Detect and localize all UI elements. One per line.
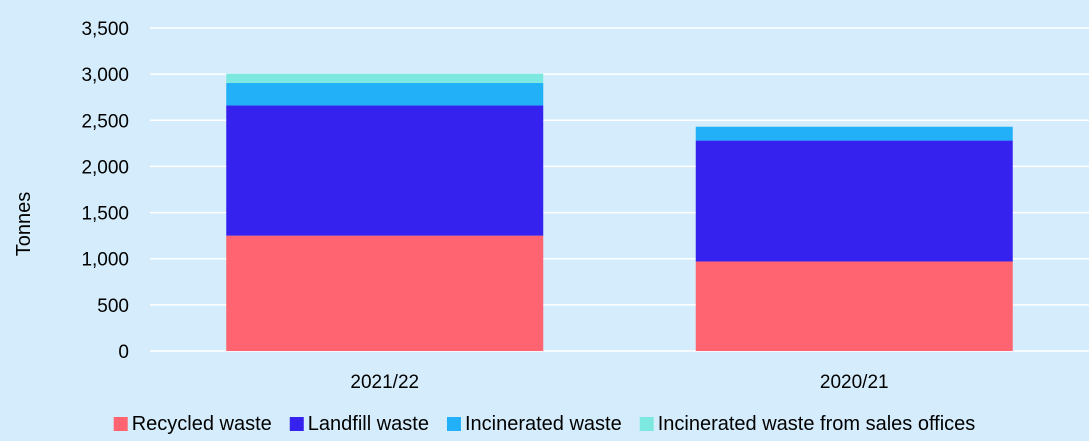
y-tick-label: 1,500 bbox=[81, 204, 129, 225]
bar-segment bbox=[226, 82, 544, 106]
legend-label: Landfill waste bbox=[308, 413, 429, 435]
y-axis-title: Tonnes bbox=[13, 192, 35, 257]
legend-label: Incinerated waste from sales offices bbox=[658, 413, 976, 435]
legend-item: Incinerated waste from sales offices bbox=[639, 413, 976, 435]
bar-segment bbox=[695, 261, 1013, 351]
bar-segment bbox=[226, 105, 544, 236]
legend-item: Recycled waste bbox=[113, 413, 272, 435]
y-axis-ticks: 0 500 1,000 1,500 2,000 2,500 3,000 3,500 bbox=[81, 19, 129, 363]
y-tick-label: 2,000 bbox=[81, 157, 129, 178]
y-tick-label: 3,000 bbox=[81, 65, 129, 86]
y-tick-label: 0 bbox=[118, 342, 129, 363]
bar-segment bbox=[695, 126, 1013, 141]
legend-label: Recycled waste bbox=[132, 413, 272, 435]
legend-swatch bbox=[113, 417, 128, 431]
y-tick-label: 1,000 bbox=[81, 250, 129, 271]
legend-label: Incinerated waste bbox=[465, 413, 622, 435]
x-category-label: 2020/21 bbox=[820, 372, 889, 393]
legend-item: Incinerated waste bbox=[446, 413, 622, 435]
x-axis-categories: 2021/22 2020/21 bbox=[350, 372, 888, 393]
bars bbox=[226, 73, 1013, 351]
legend-swatch bbox=[289, 417, 304, 431]
bar-segment bbox=[226, 73, 544, 83]
legend-swatch bbox=[639, 417, 654, 431]
bar-segment bbox=[695, 140, 1013, 262]
bar-segment bbox=[226, 235, 544, 351]
y-tick-label: 3,500 bbox=[81, 19, 129, 40]
legend-swatch bbox=[446, 417, 461, 431]
legend-item: Landfill waste bbox=[289, 413, 429, 435]
x-category-label: 2021/22 bbox=[350, 372, 419, 393]
legend: Recycled waste Landfill waste Incinerated … bbox=[113, 413, 976, 435]
y-tick-label: 2,500 bbox=[81, 111, 129, 132]
y-tick-label: 500 bbox=[97, 296, 129, 317]
